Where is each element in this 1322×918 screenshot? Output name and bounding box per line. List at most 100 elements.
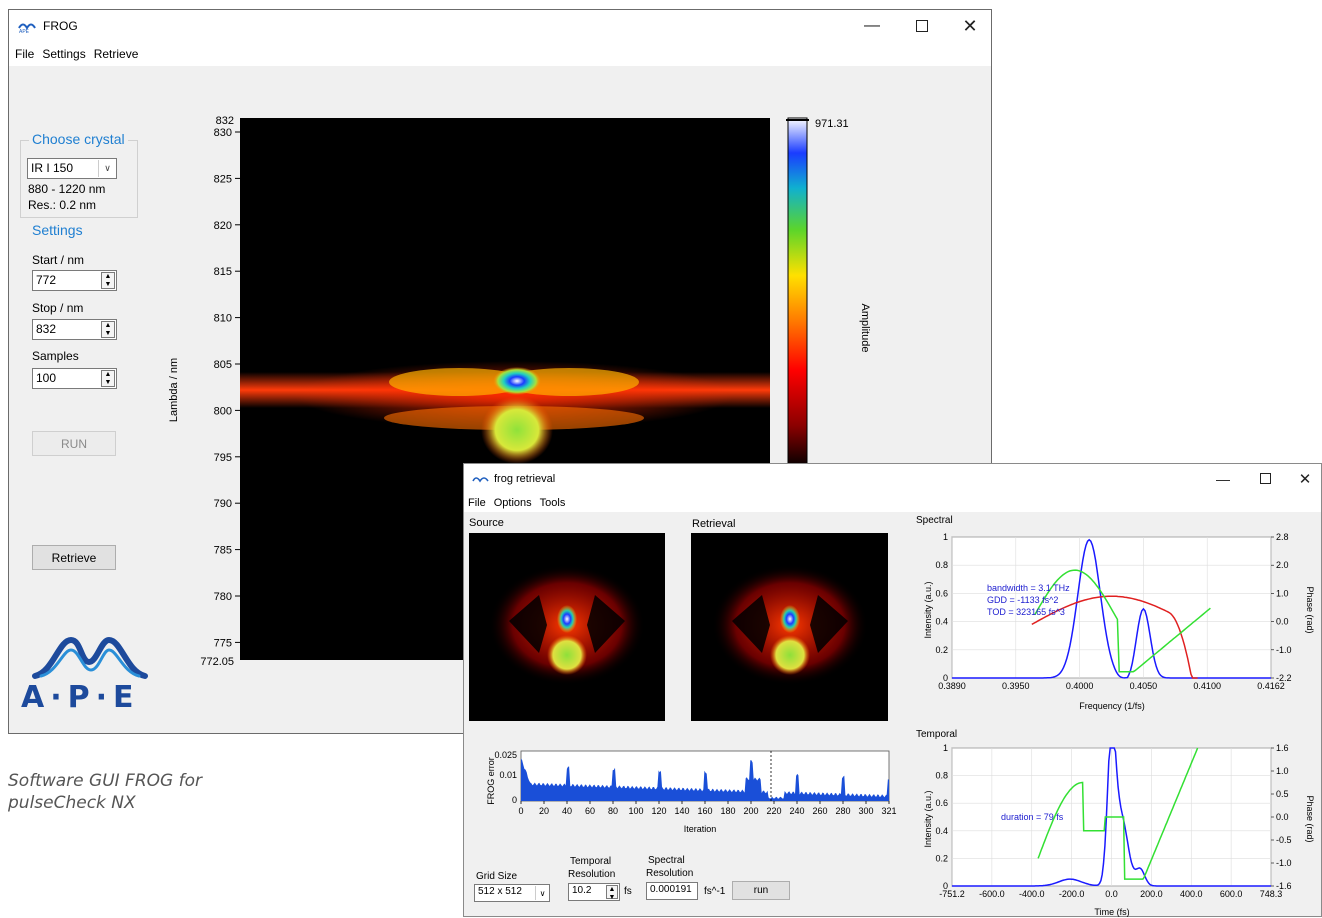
error-xtick-label: 100	[628, 806, 643, 816]
ape-app-icon	[472, 476, 489, 482]
ytick-label: 825	[214, 173, 232, 185]
xtick-label: 600.0	[1220, 889, 1243, 899]
crystal-range: 880 - 1220 nm	[28, 182, 106, 196]
xtick-label: 748.3	[1260, 889, 1283, 899]
ytick-label: 0.8	[935, 560, 948, 570]
xtick-label: 0.4000	[1066, 681, 1094, 691]
crystal-group-label: Choose crystal	[29, 131, 128, 147]
minimize-button[interactable]: —	[864, 17, 880, 34]
colorbar	[787, 117, 808, 469]
spectral-phase-green-series	[1034, 569, 1211, 673]
maximize-button[interactable]	[905, 10, 939, 42]
retrieval-window-title: frog retrieval	[494, 472, 556, 485]
temporal-res-unit: fs	[624, 886, 632, 897]
error-xtick-label: 80	[608, 806, 618, 816]
error-xtick-label: 300	[858, 806, 873, 816]
ytick-label: 0.8	[935, 771, 948, 781]
close-button[interactable]: ✕	[962, 15, 978, 36]
xtick-label: -200.0	[1059, 889, 1085, 899]
spectral-res-unit: fs^-1	[704, 886, 726, 897]
ytick-top: 832	[216, 115, 234, 127]
stop-label: Stop / nm	[32, 301, 84, 315]
menu-file[interactable]: File	[468, 496, 486, 509]
y2tick-label: 0.5	[1276, 789, 1289, 799]
xtick-label: 200.0	[1140, 889, 1163, 899]
menu-tools[interactable]: Tools	[539, 496, 566, 509]
error-xtick-label: 40	[562, 806, 572, 816]
y2tick-label: 2.8	[1276, 532, 1289, 542]
menu-settings[interactable]: Settings	[42, 47, 86, 61]
start-input[interactable]: 772	[32, 270, 117, 291]
chevron-down-icon[interactable]: ∨	[98, 160, 116, 177]
ape-app-icon: APE	[18, 23, 36, 33]
temporal-annotation: duration = 79 fs	[1001, 812, 1064, 822]
y2tick-label: -2.2	[1276, 673, 1292, 683]
error-xtick-label: 321	[881, 806, 896, 816]
y2tick-label: -0.5	[1276, 835, 1292, 845]
samples-input[interactable]: 100	[32, 368, 117, 389]
error-xtick-label: 180	[720, 806, 735, 816]
ytick-label: 830	[214, 127, 232, 139]
xtick-label: 0.4100	[1193, 681, 1221, 691]
ytick-label: 790	[214, 498, 232, 510]
spectral-res-input[interactable]: 0.000191	[646, 882, 698, 900]
spectral-phase-red-series	[1031, 595, 1198, 679]
ytick-label: 0	[943, 673, 948, 683]
ytick-label: 810	[214, 313, 232, 325]
y-axis-label: Lambda / nm	[168, 358, 180, 422]
error-xtick-label: 260	[812, 806, 827, 816]
retrieval-maximize-button[interactable]	[1250, 464, 1280, 493]
ytick-label: 0.6	[935, 798, 948, 808]
retrieval-close-button[interactable]: ✕	[1298, 470, 1312, 488]
settings-label: Settings	[32, 222, 83, 238]
temporal-phase-series	[1037, 747, 1199, 880]
spectral-xlabel: Frequency (1/fs)	[1079, 701, 1145, 711]
crystal-resolution: Res.: 0.2 nm	[28, 198, 97, 212]
ytick-label: 800	[214, 405, 232, 417]
retrieval-run-label: run	[753, 885, 769, 896]
xtick-label: 400.0	[1180, 889, 1203, 899]
stop-value: 832	[36, 322, 57, 336]
start-stepper[interactable]: ▲ ▼	[101, 272, 115, 289]
stop-input[interactable]: 832	[32, 319, 117, 340]
temporal-res-value: 10.2	[572, 885, 592, 896]
source-trace-image	[469, 533, 665, 721]
samples-value: 100	[36, 371, 57, 385]
caption-line-2: pulseCheck NX	[8, 793, 136, 813]
svg-text:APE: APE	[19, 29, 30, 33]
spectral-res-label-2: Resolution	[646, 868, 694, 879]
stop-stepper[interactable]: ▲ ▼	[101, 321, 115, 338]
ytick-label: 0.6	[935, 588, 948, 598]
error-xtick-label: 220	[766, 806, 781, 816]
retrieval-titlebar: frog retrieval	[464, 464, 1321, 493]
chevron-down-icon[interactable]: ∨	[535, 886, 549, 900]
retrieve-button[interactable]: Retrieve	[32, 545, 116, 570]
retrieve-button-label: Retrieve	[51, 550, 97, 565]
menu-retrieve[interactable]: Retrieve	[93, 47, 139, 61]
run-button[interactable]: RUN	[32, 431, 116, 456]
temporal-xlabel: Time (fs)	[1094, 907, 1129, 917]
retrieval-minimize-button[interactable]: —	[1216, 470, 1230, 487]
temporal-y2label: Phase (rad)	[1305, 795, 1315, 842]
retrieval-run-button[interactable]: run	[732, 881, 790, 900]
ytick-label: 775	[214, 637, 232, 649]
crystal-select[interactable]: IR I 150	[27, 158, 117, 179]
spectral-annotation-0: bandwidth = 3.1 THz	[987, 583, 1070, 593]
grid-size-select[interactable]: 512 x 512	[474, 884, 550, 902]
ytick-label: 815	[214, 266, 232, 278]
ytick-label: 0.4	[935, 617, 948, 627]
menu-options[interactable]: Options	[493, 496, 532, 509]
samples-stepper[interactable]: ▲ ▼	[101, 370, 115, 387]
samples-label: Samples	[32, 349, 79, 363]
ytick-label: 785	[214, 545, 232, 557]
y2tick-label: 1.0	[1276, 588, 1289, 598]
error-xtick-label: 0	[518, 806, 523, 816]
spectral-annotation-1: GDD = -1133 fs^2	[987, 595, 1058, 605]
temporal-res-stepper[interactable]: ▲ ▼	[606, 885, 618, 901]
menu-file[interactable]: File	[15, 47, 35, 61]
error-ytick-1: 0.01	[499, 770, 517, 780]
error-xtick-label: 200	[743, 806, 758, 816]
retrieval-menubar: File Options Tools	[464, 493, 1321, 512]
ape-logo	[32, 636, 148, 679]
grid-size-value: 512 x 512	[478, 886, 522, 897]
